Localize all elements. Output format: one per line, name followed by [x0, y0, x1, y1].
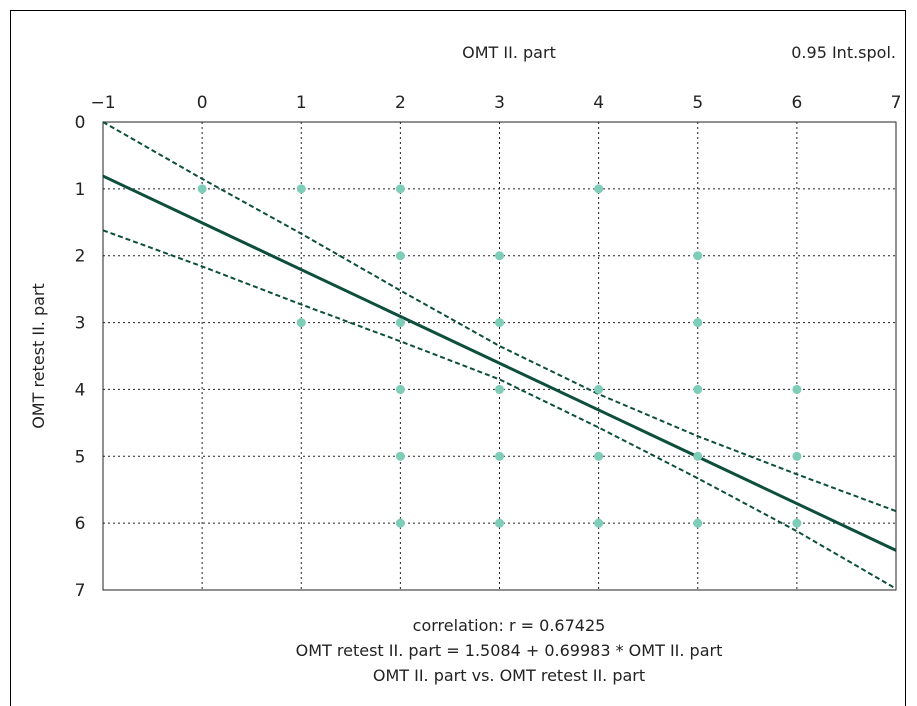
data-point: [693, 518, 703, 528]
data-point: [693, 318, 703, 328]
caption-correlation: correlation: r = 0.67425: [413, 616, 606, 635]
y-tick-labels: 0 1 2 3 4 5 6 7: [75, 113, 86, 601]
data-point: [693, 451, 703, 461]
y-axis-title: OMT retest II. part: [29, 283, 48, 429]
data-point: [594, 384, 604, 394]
y-tick-label: 2: [75, 247, 86, 267]
x-tick-label: 3: [494, 93, 505, 113]
x-tick-label: 5: [692, 93, 703, 113]
caption-equation: OMT retest II. part = 1.5084 + 0.69983 *…: [296, 641, 723, 660]
x-tick-label: −1: [90, 93, 115, 113]
data-points: [197, 184, 802, 528]
data-point: [594, 184, 604, 194]
data-point: [395, 184, 405, 194]
x-tick-label: 0: [197, 93, 208, 113]
x-tick-labels: −1 0 1 2 3 4 5 6 7: [90, 93, 901, 113]
y-tick-label: 0: [75, 113, 86, 133]
y-tick-label: 6: [75, 514, 86, 534]
caption-title: OMT II. part vs. OMT retest II. part: [373, 666, 645, 685]
x-tick-label: 7: [891, 93, 902, 113]
x-tick-label: 2: [395, 93, 406, 113]
data-point: [296, 318, 306, 328]
x-tick-label: 6: [791, 93, 802, 113]
x-axis-title: OMT II. part: [462, 43, 556, 62]
y-tick-label: 1: [75, 180, 86, 200]
data-point: [792, 518, 802, 528]
data-point: [296, 184, 306, 194]
confidence-bands: [102, 121, 897, 590]
y-tick-label: 4: [75, 380, 86, 400]
data-point: [395, 384, 405, 394]
data-point: [495, 318, 504, 328]
legend-label: 0.95 Int.spol.: [791, 43, 896, 62]
data-point: [395, 518, 405, 528]
confidence-band-upper: [102, 121, 897, 513]
data-point: [594, 451, 604, 461]
regression-line: [102, 174, 897, 552]
confidence-band-lower: [102, 229, 897, 590]
regression-line-group: [102, 174, 897, 552]
data-point: [197, 184, 207, 194]
data-point: [693, 251, 703, 261]
data-point: [495, 251, 504, 261]
plot-area: [102, 121, 897, 591]
y-tick-label: 5: [75, 447, 86, 467]
data-point: [495, 384, 504, 394]
data-point: [395, 451, 405, 461]
data-point: [395, 251, 405, 261]
data-point: [495, 451, 504, 461]
x-tick-label: 4: [593, 93, 604, 113]
data-point: [792, 451, 802, 461]
x-tick-label: 1: [296, 93, 307, 113]
data-point: [594, 518, 604, 528]
chart-frame: [10, 10, 906, 706]
data-point: [395, 318, 405, 328]
y-tick-label: 7: [75, 581, 86, 601]
y-tick-label: 3: [75, 314, 86, 334]
data-point: [495, 518, 504, 528]
data-point: [792, 384, 802, 394]
data-point: [693, 384, 703, 394]
